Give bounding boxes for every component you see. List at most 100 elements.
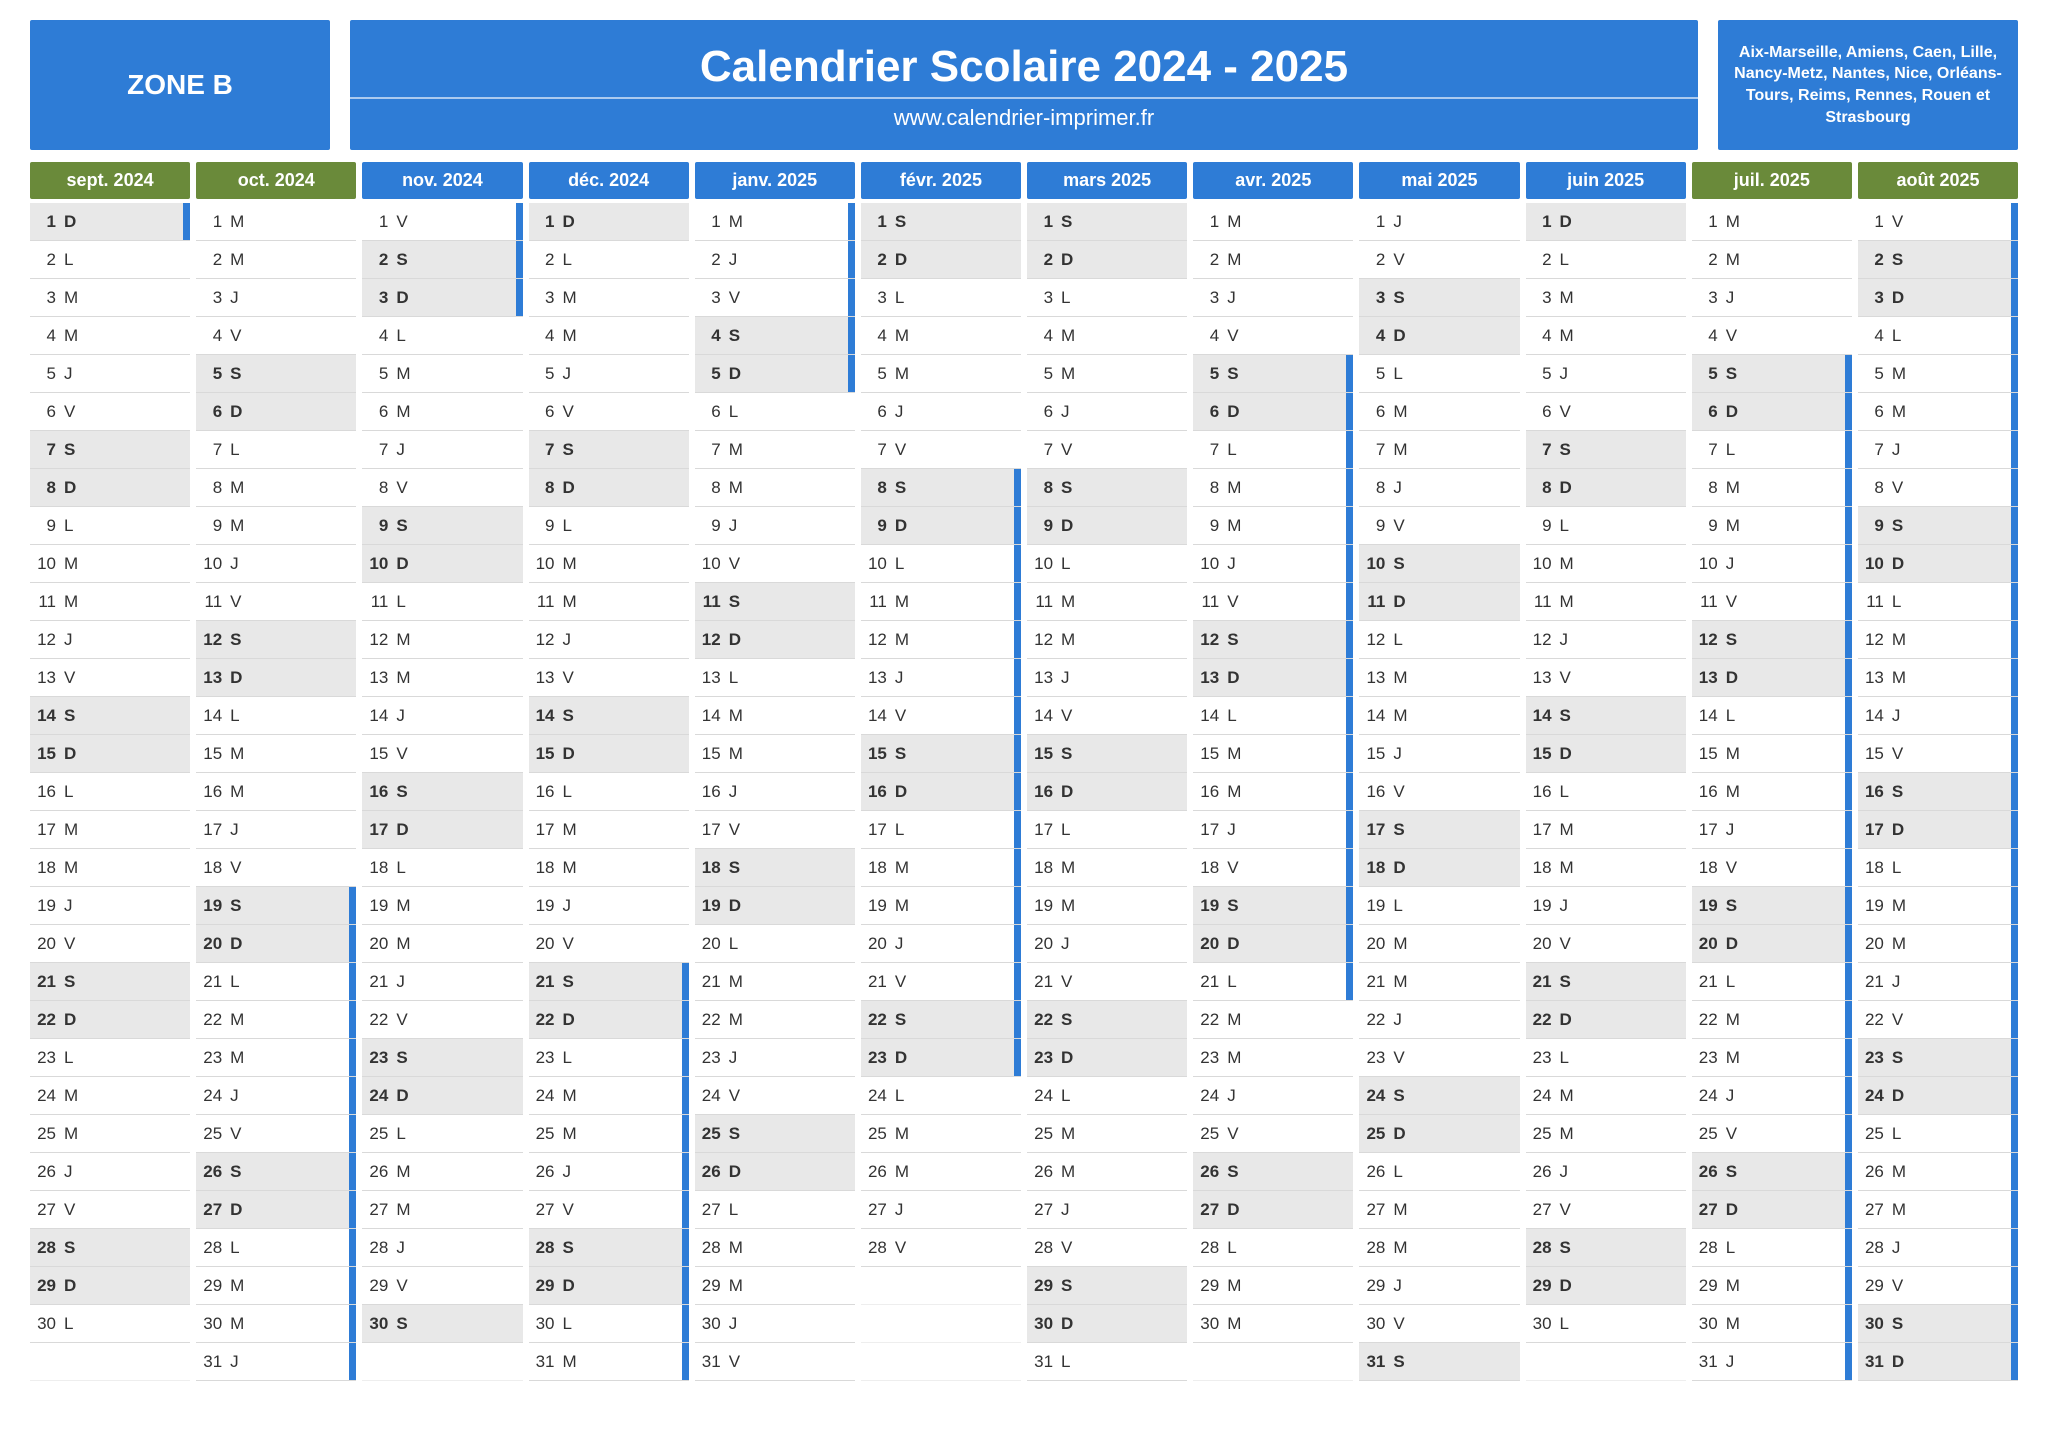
day-of-week: S xyxy=(1223,630,1247,650)
day-of-week: L xyxy=(1057,1352,1081,1372)
day-cell: 22M xyxy=(196,1001,356,1039)
holiday-bar xyxy=(1346,507,1353,544)
day-cell: 9S xyxy=(1858,507,2018,545)
day-cell: 6M xyxy=(362,393,522,431)
day-of-week: S xyxy=(392,1048,416,1068)
day-cell: 9M xyxy=(1193,507,1353,545)
day-number: 20 xyxy=(30,934,60,954)
day-cell: 16M xyxy=(1193,773,1353,811)
day-of-week: J xyxy=(1389,212,1413,232)
day-of-week: D xyxy=(1057,250,1081,270)
day-of-week: L xyxy=(1389,364,1413,384)
day-cell: 21S xyxy=(30,963,190,1001)
day-cell: 22S xyxy=(861,1001,1021,1039)
day-number: 24 xyxy=(1692,1086,1722,1106)
day-number: 17 xyxy=(30,820,60,840)
day-number: 20 xyxy=(695,934,725,954)
day-of-week: M xyxy=(559,554,583,574)
day-cell: 20J xyxy=(861,925,1021,963)
day-of-week: M xyxy=(1722,516,1746,536)
month-header: juin 2025 xyxy=(1526,162,1686,199)
day-cell: 6D xyxy=(196,393,356,431)
day-cell: 23L xyxy=(1526,1039,1686,1077)
day-cell: 16S xyxy=(362,773,522,811)
holiday-bar xyxy=(1845,1077,1852,1114)
day-cell: 22V xyxy=(362,1001,522,1039)
day-cell: 12S xyxy=(1692,621,1852,659)
day-cell: 13V xyxy=(1526,659,1686,697)
day-of-week: M xyxy=(1556,288,1580,308)
day-number: 3 xyxy=(1193,288,1223,308)
day-number: 29 xyxy=(1858,1276,1888,1296)
day-cell: 17M xyxy=(529,811,689,849)
day-number: 26 xyxy=(861,1162,891,1182)
day-of-week: D xyxy=(1556,1010,1580,1030)
day-of-week: D xyxy=(1722,402,1746,422)
day-cell: 7J xyxy=(1858,431,2018,469)
day-number: 7 xyxy=(196,440,226,460)
day-number: 24 xyxy=(1359,1086,1389,1106)
day-of-week: L xyxy=(60,516,84,536)
day-number: 22 xyxy=(196,1010,226,1030)
day-number: 16 xyxy=(1526,782,1556,802)
holiday-bar xyxy=(848,355,855,392)
day-cell: 12S xyxy=(1193,621,1353,659)
day-number: 31 xyxy=(1692,1352,1722,1372)
day-of-week: S xyxy=(891,744,915,764)
day-cell: 9M xyxy=(196,507,356,545)
day-cell: 1M xyxy=(695,203,855,241)
day-cell: 15M xyxy=(1193,735,1353,773)
day-cell: 26S xyxy=(196,1153,356,1191)
day-of-week: M xyxy=(1556,858,1580,878)
day-cell: 18M xyxy=(529,849,689,887)
holiday-bar xyxy=(2011,697,2018,734)
day-number: 24 xyxy=(695,1086,725,1106)
holiday-bar xyxy=(2011,1191,2018,1228)
day-cell: 4M xyxy=(1027,317,1187,355)
day-number: 19 xyxy=(30,896,60,916)
day-number: 15 xyxy=(861,744,891,764)
day-of-week: V xyxy=(1389,782,1413,802)
day-cell: 21S xyxy=(1526,963,1686,1001)
day-number: 13 xyxy=(861,668,891,688)
day-of-week: D xyxy=(1223,668,1247,688)
day-number: 14 xyxy=(529,706,559,726)
day-cell: 3D xyxy=(362,279,522,317)
day-of-week: S xyxy=(226,1162,250,1182)
month-column: août 20251V2S3D4L5M6M7J8V9S10D11L12M13M1… xyxy=(1858,162,2018,1381)
day-of-week: M xyxy=(60,592,84,612)
holiday-bar xyxy=(1845,1343,1852,1380)
day-of-week: S xyxy=(60,706,84,726)
day-of-week: M xyxy=(226,782,250,802)
day-number: 9 xyxy=(1526,516,1556,536)
day-cell: 19J xyxy=(529,887,689,925)
day-of-week: S xyxy=(559,1238,583,1258)
day-cell: 16S xyxy=(1858,773,2018,811)
day-number: 19 xyxy=(695,896,725,916)
holiday-bar xyxy=(1346,545,1353,582)
day-cell: 22D xyxy=(1526,1001,1686,1039)
day-number: 25 xyxy=(1526,1124,1556,1144)
day-cell: 2S xyxy=(362,241,522,279)
day-of-week: S xyxy=(1888,250,1912,270)
day-number: 5 xyxy=(861,364,891,384)
day-number: 9 xyxy=(1359,516,1389,536)
holiday-bar xyxy=(2011,507,2018,544)
day-of-week: D xyxy=(1556,744,1580,764)
day-cell: 17L xyxy=(861,811,1021,849)
day-number: 26 xyxy=(196,1162,226,1182)
day-of-week: L xyxy=(559,1314,583,1334)
holiday-bar xyxy=(1845,469,1852,506)
day-number: 19 xyxy=(861,896,891,916)
day-of-week: M xyxy=(1722,1314,1746,1334)
day-cell: 5L xyxy=(1359,355,1519,393)
title-box: Calendrier Scolaire 2024 - 2025 www.cale… xyxy=(350,20,1698,150)
day-cell: 24J xyxy=(196,1077,356,1115)
day-cell: 1J xyxy=(1359,203,1519,241)
day-of-week: J xyxy=(559,630,583,650)
day-cell: 24M xyxy=(30,1077,190,1115)
day-number: 24 xyxy=(861,1086,891,1106)
day-of-week: M xyxy=(392,1200,416,1220)
holiday-bar xyxy=(1845,583,1852,620)
day-number: 24 xyxy=(529,1086,559,1106)
